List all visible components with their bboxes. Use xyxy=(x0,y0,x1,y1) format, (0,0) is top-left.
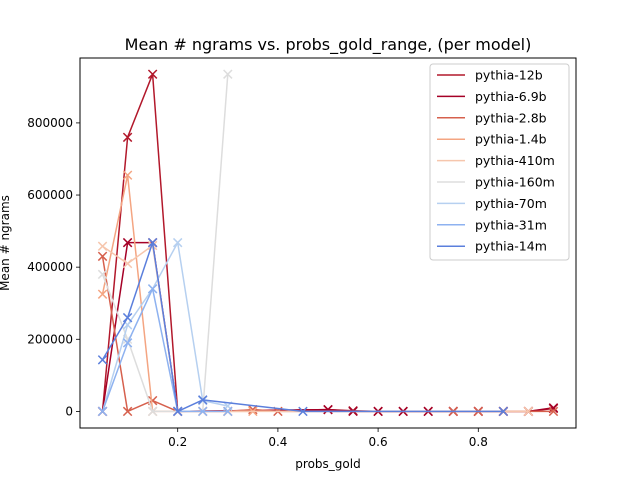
legend-entry: pythia-31m xyxy=(437,217,547,232)
data-point-marker xyxy=(97,406,108,417)
legend-label: pythia-12b xyxy=(475,68,543,83)
legend-entry: pythia-2.8b xyxy=(437,110,547,125)
legend-entry: pythia-12b xyxy=(437,68,543,83)
data-point-marker xyxy=(147,284,158,294)
data-point-marker xyxy=(122,132,133,143)
data-point-marker xyxy=(97,355,108,365)
legend-entry: pythia-160m xyxy=(437,175,555,190)
series-line xyxy=(101,288,228,413)
data-point-marker xyxy=(248,404,258,415)
data-point-marker xyxy=(97,269,108,280)
legend-label: pythia-14m xyxy=(475,239,547,254)
legend-label: pythia-70m xyxy=(475,196,547,211)
data-point-marker xyxy=(172,237,183,248)
plot-frame xyxy=(79,57,577,429)
data-point-marker xyxy=(172,406,183,417)
data-point-marker xyxy=(548,406,559,417)
y-tick-label: 0 xyxy=(65,404,73,418)
data-point-marker xyxy=(122,406,133,417)
data-point-marker xyxy=(122,312,133,323)
legend-entry: pythia-70m xyxy=(437,196,547,211)
y-axis: 0 200000 400000 600000 800000 xyxy=(27,116,80,418)
x-tick-label: 0.6 xyxy=(369,435,388,449)
data-point-marker xyxy=(122,258,133,269)
data-point-marker xyxy=(97,241,108,251)
chart-title: Mean # ngrams vs. probs_gold_range, (per… xyxy=(125,35,532,55)
data-point-marker xyxy=(298,406,308,417)
data-point-marker xyxy=(147,69,158,79)
data-point-marker xyxy=(498,406,509,417)
data-point-marker xyxy=(97,289,108,299)
legend-entry: pythia-410m xyxy=(437,153,555,168)
legend-frame xyxy=(429,63,570,261)
legend-entry: pythia-1.4b xyxy=(437,132,547,147)
data-point-marker xyxy=(323,404,333,415)
y-axis-label: Mean # ngrams xyxy=(0,195,12,291)
legend-label: pythia-31m xyxy=(475,217,547,232)
legend: pythia-12b pythia-6.9b pythia-2.8b pythia-1… xyxy=(429,63,570,261)
series-layer xyxy=(97,69,559,417)
x-tick-label: 0.4 xyxy=(268,435,287,449)
y-tick-label: 400000 xyxy=(27,260,73,274)
data-point-marker xyxy=(548,403,559,413)
x-axis-label: probs_gold xyxy=(295,457,360,471)
data-point-marker xyxy=(198,406,208,417)
legend-entry: pythia-6.9b xyxy=(437,89,547,104)
data-point-marker xyxy=(122,237,133,248)
data-point-marker xyxy=(523,406,534,417)
data-point-marker xyxy=(223,406,233,417)
data-point-marker xyxy=(122,338,133,348)
data-point-marker xyxy=(223,69,233,79)
data-point-marker xyxy=(147,406,158,417)
legend-entry: pythia-14m xyxy=(437,239,547,254)
legend-label: pythia-1.4b xyxy=(475,132,547,147)
y-tick-label: 800000 xyxy=(27,116,73,130)
data-point-marker xyxy=(122,170,133,180)
y-tick-label: 200000 xyxy=(27,332,73,346)
x-tick-label: 0.8 xyxy=(469,435,488,449)
data-point-marker xyxy=(147,237,158,248)
legend-label: pythia-2.8b xyxy=(475,110,547,125)
series-pythia-14m xyxy=(97,237,509,417)
legend-label: pythia-410m xyxy=(475,153,555,168)
legend-label: pythia-160m xyxy=(475,175,555,190)
data-point-marker xyxy=(198,395,208,405)
legend-label: pythia-6.9b xyxy=(475,89,547,104)
y-tick-label: 600000 xyxy=(27,188,73,202)
x-tick-label: 0.2 xyxy=(168,435,187,449)
x-axis: 0.2 0.4 0.6 0.8 xyxy=(168,428,488,449)
data-point-marker xyxy=(97,251,108,262)
